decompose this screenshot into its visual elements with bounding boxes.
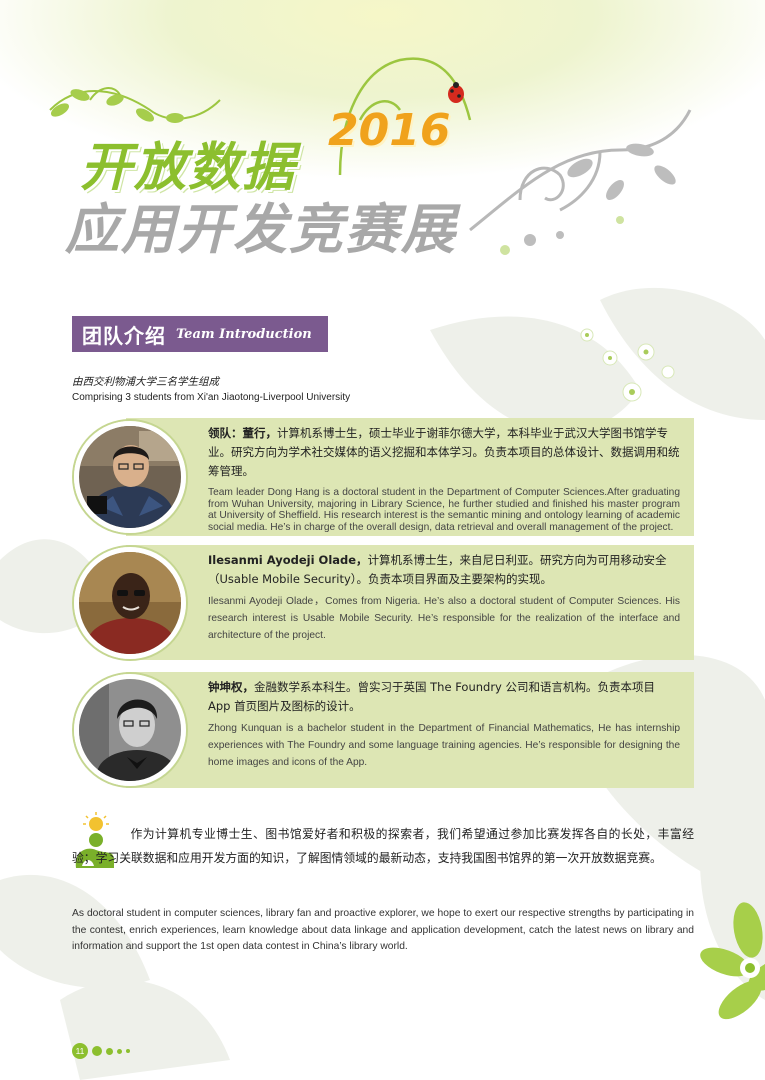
section-title-en: Team Introduction (176, 326, 312, 342)
page-dot (117, 1048, 122, 1054)
member-desc-cn: Ilesanmi Ayodeji Olade，计算机系博士生，来自尼日利亚。研究… (208, 551, 680, 589)
closing-paragraph-en: As doctoral student in computer sciences… (72, 908, 694, 953)
page-number: 11 (72, 1043, 130, 1059)
flower-icon (700, 902, 765, 1020)
member-bio-cn: 计算机系博士生，硕士毕业于谢菲尔德大学，本科毕业于武汉大学图书馆学专业。研究方向… (208, 426, 680, 478)
member-card-zhong-kunquan: 钟坤权，金融数学系本科生。曾实习于英国 The Foundry 公司和语言机构。… (74, 672, 694, 788)
section-title-cn: 团队介绍 (82, 323, 166, 348)
member-desc-cn: 领队：董行，计算机系博士生，硕士毕业于谢菲尔德大学，本科毕业于武汉大学图书馆学专… (208, 424, 680, 481)
member-desc-cn: 钟坤权，金融数学系本科生。曾实习于英国 The Foundry 公司和语言机构。… (208, 678, 680, 716)
member-desc-en: Zhong Kunquan is a bachelor student in t… (208, 723, 680, 768)
member-photo (74, 674, 186, 786)
member-card-bg (126, 545, 694, 660)
title-line-1: 开放数据 (80, 138, 297, 198)
member-card-bg (126, 672, 694, 788)
page-title: 开放数据 2016 应用开发竞赛展 (60, 95, 480, 265)
member-name: Ilesanmi Ayodeji Olade， (208, 553, 368, 567)
page-number-label: 11 (72, 1043, 88, 1059)
title-year: 2016 (328, 105, 451, 156)
member-text: Ilesanmi Ayodeji Olade，计算机系博士生，来自尼日利亚。研究… (208, 551, 680, 644)
intro-cn: 由西交利物浦大学三名学生组成 (72, 376, 219, 388)
member-bio-cn: 金融数学系本科生。曾实习于英国 The Foundry 公司和语言机构。负责本项… (208, 680, 656, 713)
member-photo (74, 547, 186, 659)
page-dot (92, 1046, 102, 1056)
member-desc-en: Ilesanmi Ayodeji Olade，Comes from Nigeri… (208, 596, 680, 641)
intro-en: Comprising 3 students from Xi'an Jiaoton… (72, 392, 351, 403)
member-name: 领队：董行， (208, 426, 277, 440)
member-name: 钟坤权， (208, 680, 254, 694)
member-card-bg (126, 418, 694, 536)
title-line-2: 应用开发竞赛展 (65, 198, 457, 261)
member-text: 钟坤权，金融数学系本科生。曾实习于英国 The Foundry 公司和语言机构。… (208, 678, 680, 771)
team-intro: 由西交利物浦大学三名学生组成 Comprising 3 students fro… (72, 374, 350, 403)
member-bio-cn: 计算机系博士生，来自尼日利亚。研究方向为可用移动安全（Usable Mobile… (208, 553, 667, 586)
member-desc-en: Team leader Dong Hang is a doctoral stud… (208, 487, 680, 533)
member-card-dong-hang: 领队：董行，计算机系博士生，硕士毕业于谢菲尔德大学，本科毕业于武汉大学图书馆学专… (74, 418, 694, 536)
member-text: 领队：董行，计算机系博士生，硕士毕业于谢菲尔德大学，本科毕业于武汉大学图书馆学专… (208, 424, 680, 533)
page-dot (106, 1047, 113, 1055)
member-card-olade: Ilesanmi Ayodeji Olade，计算机系博士生，来自尼日利亚。研究… (74, 545, 694, 660)
closing-paragraph-cn: 作为计算机专业博士生、图书馆爱好者和积极的探索者，我们希望通过参加比赛发挥各自的… (72, 822, 694, 870)
ladybug-icon (448, 82, 464, 103)
member-photo (74, 421, 186, 533)
closing-text-cn: 作为计算机专业博士生、图书馆爱好者和积极的探索者，我们希望通过参加比赛发挥各自的… (72, 827, 694, 865)
page-dot (126, 1049, 130, 1053)
section-header: 团队介绍 Team Introduction (72, 316, 328, 352)
lightbulb-person-icon (75, 812, 114, 868)
